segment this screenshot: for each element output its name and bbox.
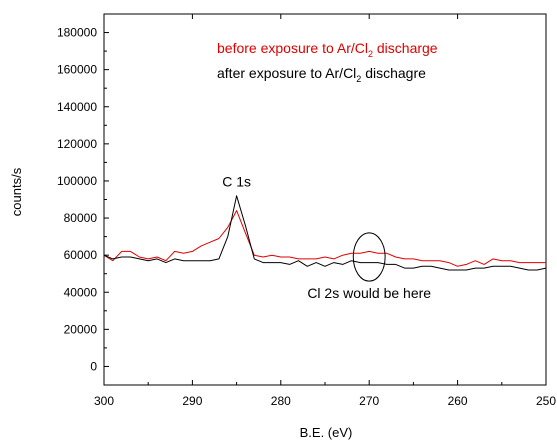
y-tick-label: 100000: [57, 174, 97, 188]
y-tick-label: 20000: [64, 322, 98, 336]
y-tick-label: 40000: [64, 285, 98, 299]
x-tick-label: 250: [536, 394, 556, 408]
y-tick-label: 60000: [64, 248, 98, 262]
y-tick-label: 120000: [57, 137, 97, 151]
legend-entry-after: after exposure to Ar/Cl2 dischagre: [217, 65, 426, 84]
y-axis-label: counts/s: [9, 167, 24, 216]
y-tick-label: 140000: [57, 100, 97, 114]
x-tick-label: 300: [94, 394, 114, 408]
x-tick-label: 260: [448, 394, 468, 408]
x-tick-label: 290: [182, 394, 202, 408]
x-axis-label: B.E. (eV): [300, 425, 353, 440]
x-tick-label: 270: [359, 394, 379, 408]
cl2s-highlight-ellipse: [352, 232, 386, 282]
annotation-c1s: C 1s: [222, 174, 251, 190]
y-tick-label: 180000: [57, 26, 97, 40]
y-tick-label: 160000: [57, 63, 97, 77]
annotation-cl2s: Cl 2s would be here: [307, 285, 431, 301]
legend-entry-before: before exposure to Ar/Cl2 discharge: [217, 40, 438, 59]
x-tick-label: 280: [271, 394, 291, 408]
y-tick-label: 0: [90, 359, 97, 373]
series-line-after-exposure: [103, 195, 547, 271]
y-tick-label: 80000: [64, 211, 98, 225]
series-line-before-exposure: [103, 210, 546, 267]
